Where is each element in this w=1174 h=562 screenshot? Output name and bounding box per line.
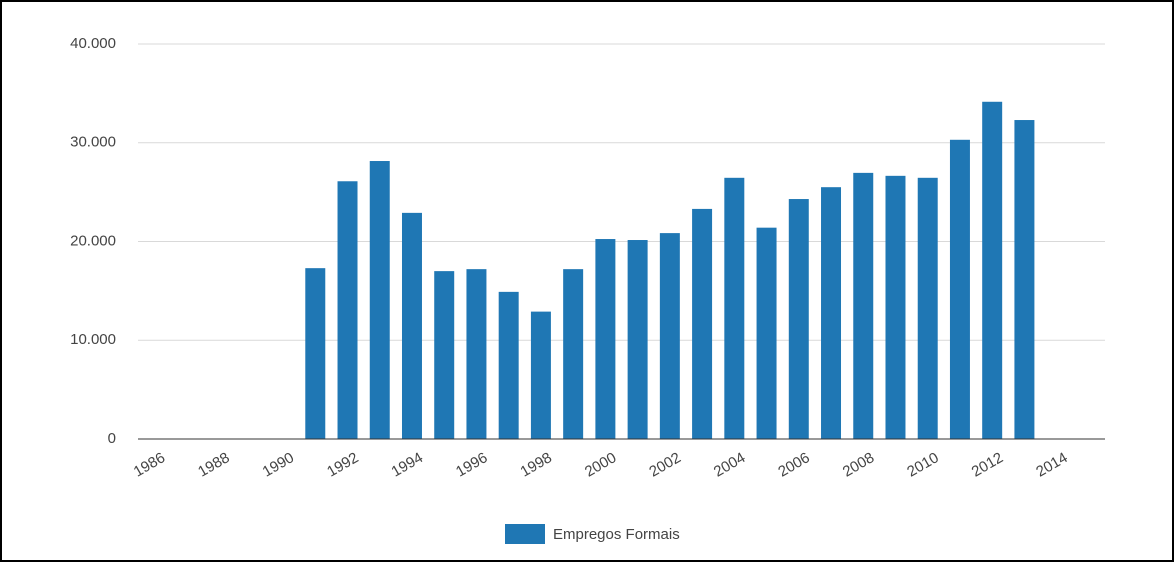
bar [1014, 120, 1035, 439]
bar [369, 161, 390, 440]
bar [595, 239, 616, 439]
bar [853, 172, 874, 439]
bar [821, 187, 842, 439]
bar [530, 311, 551, 439]
bar [756, 227, 777, 439]
bar [498, 291, 519, 439]
legend-swatch [505, 524, 545, 544]
y-tick-label: 20.000 [70, 232, 116, 249]
bar [337, 181, 358, 439]
bar [401, 212, 422, 439]
bar [692, 208, 713, 439]
bar [466, 269, 487, 439]
bar [563, 269, 584, 439]
y-tick-label: 40.000 [70, 35, 116, 52]
bar [788, 199, 809, 439]
y-tick-label: 0 [108, 430, 116, 447]
legend-label: Empregos Formais [553, 526, 680, 543]
bar [724, 177, 745, 439]
bar [434, 271, 455, 439]
y-tick-label: 30.000 [70, 134, 116, 151]
bar [885, 175, 906, 440]
bar [627, 240, 648, 439]
bar [659, 233, 680, 439]
bar [949, 139, 970, 439]
bar [982, 101, 1003, 440]
bar [305, 268, 326, 439]
y-tick-label: 10.000 [70, 331, 116, 348]
bar [917, 177, 938, 439]
